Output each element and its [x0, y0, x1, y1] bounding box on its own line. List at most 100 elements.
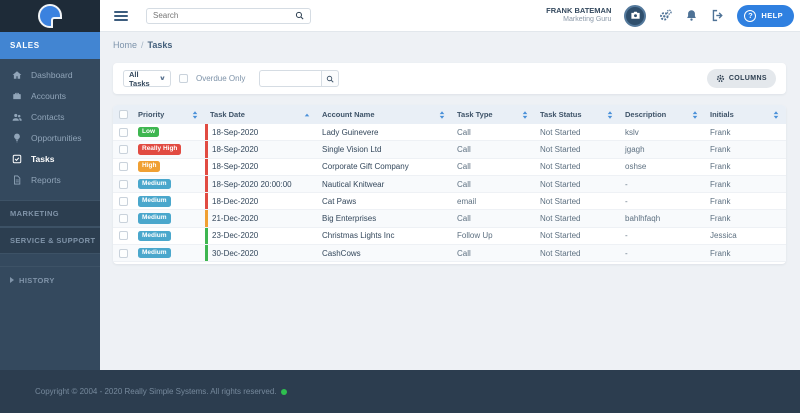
- column-header-priority[interactable]: Priority: [133, 105, 205, 124]
- table-row[interactable]: Medium 18-Dec-2020 Cat Paws email Not St…: [113, 193, 786, 211]
- table-row[interactable]: Really High 18-Sep-2020 Single Vision Lt…: [113, 141, 786, 159]
- task-status-cell: Not Started: [540, 231, 581, 241]
- sidebar-item-opportunities[interactable]: Opportunities: [0, 127, 100, 148]
- sidebar-section-service-support[interactable]: SERVICE & SUPPORT: [0, 227, 100, 254]
- account-name-cell: Corporate Gift Company: [322, 162, 409, 172]
- sign-out-icon: [713, 9, 724, 22]
- column-header-task-type[interactable]: Task Type: [452, 105, 535, 124]
- account-name-cell: Nautical Knitwear: [322, 179, 385, 189]
- task-date-cell: 18-Sep-2020: [212, 144, 259, 154]
- sidebar-item-label: Contacts: [31, 111, 65, 122]
- users-icon: [12, 113, 22, 121]
- description-cell: kslv: [625, 127, 639, 137]
- search-icon[interactable]: [295, 11, 304, 20]
- breadcrumb-home-link[interactable]: Home: [113, 40, 138, 50]
- status-dot-icon: [280, 388, 287, 395]
- priority-badge: Medium: [138, 230, 171, 242]
- sort-both-icon[interactable]: [522, 110, 528, 119]
- task-filter-value: All Tasks: [129, 69, 150, 88]
- section-label: HISTORY: [19, 275, 55, 285]
- initials-cell: Jessica: [710, 231, 737, 241]
- sidebar-section-marketing[interactable]: MARKETING: [0, 200, 100, 227]
- account-name-cell: Lady Guinevere: [322, 127, 379, 137]
- task-status-cell: Not Started: [540, 162, 581, 172]
- row-checkbox[interactable]: [118, 127, 128, 137]
- sort-both-icon[interactable]: [192, 110, 198, 119]
- global-search-input[interactable]: [147, 11, 295, 20]
- column-header-initials[interactable]: Initials: [705, 105, 786, 124]
- notifications-button[interactable]: [685, 9, 698, 22]
- table-row[interactable]: Medium 23-Dec-2020 Christmas Lights Inc …: [113, 227, 786, 246]
- sort-asc-icon[interactable]: [304, 111, 310, 119]
- table-search-input[interactable]: [259, 70, 322, 87]
- table-search-button[interactable]: [321, 70, 340, 87]
- copyright-text: Copyright © 2004 - 2020 Really Simple Sy…: [35, 387, 277, 396]
- row-checkbox[interactable]: [118, 248, 128, 258]
- overdue-only-checkbox[interactable]: [179, 74, 188, 83]
- columns-button[interactable]: COLUMNS: [706, 69, 776, 88]
- table-row[interactable]: Medium 21-Dec-2020 Big Enterprises Call …: [113, 210, 786, 228]
- table-row[interactable]: Medium 18-Sep-2020 20:00:00 Nautical Kni…: [113, 175, 786, 194]
- sidebar-group-sales[interactable]: SALES: [0, 32, 100, 59]
- due-status-stripe: [205, 245, 208, 262]
- sort-both-icon[interactable]: [692, 110, 698, 119]
- sidebar-item-tasks[interactable]: Tasks: [0, 148, 100, 169]
- row-checkbox[interactable]: [118, 179, 128, 189]
- description-cell: -: [625, 231, 628, 241]
- sort-both-icon[interactable]: [773, 110, 779, 119]
- sidebar-item-accounts[interactable]: Accounts: [0, 85, 100, 106]
- column-header-task-date[interactable]: Task Date: [205, 105, 317, 124]
- account-name-cell: Christmas Lights Inc: [322, 231, 395, 241]
- table-row[interactable]: Low 18-Sep-2020 Lady Guinevere Call Not …: [113, 124, 786, 142]
- sidebar-section-history[interactable]: HISTORY: [0, 266, 100, 293]
- table-header: Priority Task Date Account Name Task Typ…: [113, 105, 786, 124]
- row-checkbox[interactable]: [118, 231, 128, 241]
- columns-label: COLUMNS: [728, 75, 767, 82]
- section-label: MARKETING: [10, 209, 60, 218]
- task-type-cell: Call: [457, 179, 471, 189]
- column-header-account-name[interactable]: Account Name: [317, 105, 452, 124]
- report-icon: [14, 175, 21, 184]
- overdue-only-label: Overdue Only: [196, 74, 246, 83]
- task-date-cell: 18-Sep-2020: [212, 162, 259, 172]
- user-info: FRANK BATEMAN Marketing Guru: [546, 6, 611, 24]
- breadcrumb: Home / Tasks: [113, 40, 173, 50]
- sidebar-item-label: Opportunities: [31, 132, 82, 143]
- sidebar-item-dashboard[interactable]: Dashboard: [0, 64, 100, 85]
- row-checkbox[interactable]: [118, 144, 128, 154]
- settings-button[interactable]: [659, 9, 673, 22]
- task-date-cell: 18-Sep-2020: [212, 127, 259, 137]
- account-name-cell: Single Vision Ltd: [322, 144, 382, 154]
- initials-cell: Frank: [710, 214, 731, 224]
- logo[interactable]: [0, 0, 100, 32]
- sidebar-item-contacts[interactable]: Contacts: [0, 106, 100, 127]
- row-checkbox[interactable]: [118, 196, 128, 206]
- column-header-description[interactable]: Description: [620, 105, 705, 124]
- row-checkbox[interactable]: [118, 162, 128, 172]
- due-status-stripe: [205, 175, 208, 193]
- lightbulb-icon: [14, 133, 20, 142]
- question-icon: ?: [744, 9, 757, 22]
- description-cell: oshse: [625, 162, 647, 172]
- table-search: [259, 70, 340, 87]
- filter-bar: All Tasks ∨ Overdue Only COLUMNS: [113, 63, 786, 94]
- gear-icon: [716, 74, 724, 83]
- table-row[interactable]: Medium 30-Dec-2020 CashCows Call Not Sta…: [113, 245, 786, 263]
- task-status-cell: Not Started: [540, 196, 581, 206]
- task-type-cell: Call: [457, 127, 471, 137]
- menu-toggle-icon[interactable]: [114, 9, 128, 23]
- help-button[interactable]: ? HELP: [737, 4, 794, 27]
- select-all-checkbox[interactable]: [118, 110, 128, 119]
- initials-cell: Frank: [710, 162, 731, 172]
- footer: Copyright © 2004 - 2020 Really Simple Sy…: [0, 370, 800, 413]
- column-header-task-status[interactable]: Task Status: [535, 105, 620, 124]
- logout-button[interactable]: [711, 9, 724, 22]
- table-row[interactable]: High 18-Sep-2020 Corporate Gift Company …: [113, 158, 786, 176]
- sort-both-icon[interactable]: [607, 110, 613, 119]
- task-filter-select[interactable]: All Tasks ∨: [123, 69, 171, 88]
- sidebar-item-reports[interactable]: Reports: [0, 169, 100, 190]
- avatar[interactable]: [624, 4, 647, 27]
- priority-badge: Really High: [138, 144, 182, 155]
- sort-both-icon[interactable]: [439, 110, 445, 119]
- row-checkbox[interactable]: [118, 214, 128, 224]
